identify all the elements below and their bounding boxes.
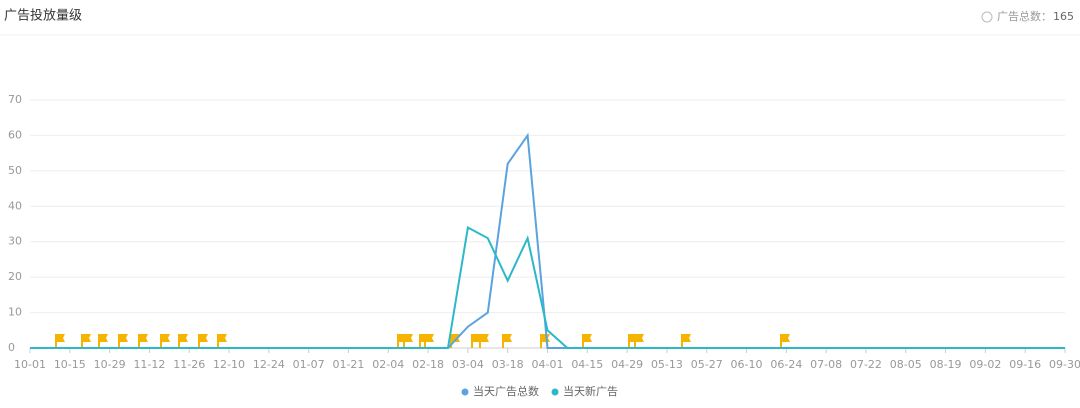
x-tick-label: 08-05 xyxy=(890,358,922,371)
x-tick-label: 05-27 xyxy=(691,358,723,371)
legend-marker xyxy=(551,388,559,396)
x-tick-label: 01-21 xyxy=(332,358,364,371)
y-tick-label: 70 xyxy=(8,93,22,106)
event-flag xyxy=(403,334,413,348)
x-tick-label: 09-16 xyxy=(1009,358,1041,371)
event-flag xyxy=(55,334,65,348)
event-flag xyxy=(471,334,481,348)
event-flag xyxy=(424,334,434,348)
event-flag xyxy=(138,334,148,348)
y-tick-label: 30 xyxy=(8,235,22,248)
x-tick-label: 10-01 xyxy=(14,358,46,371)
x-tick-label: 09-30 xyxy=(1049,358,1080,371)
y-tick-label: 60 xyxy=(8,128,22,141)
x-tick-label: 04-15 xyxy=(571,358,603,371)
x-tick-label: 11-12 xyxy=(133,358,165,371)
legend-label: 当天广告总数 xyxy=(473,384,539,398)
help-icon[interactable] xyxy=(981,11,993,23)
x-tick-label: 06-24 xyxy=(770,358,802,371)
x-tick-label: 07-08 xyxy=(810,358,842,371)
y-tick-label: 40 xyxy=(8,199,22,212)
x-tick-label: 02-04 xyxy=(372,358,404,371)
x-tick-label: 05-13 xyxy=(651,358,683,371)
x-tick-label: 12-24 xyxy=(253,358,285,371)
event-flag xyxy=(479,334,489,348)
x-tick-label: 07-22 xyxy=(850,358,882,371)
event-flag xyxy=(502,334,512,348)
x-tick-label: 04-29 xyxy=(611,358,643,371)
x-tick-label: 09-02 xyxy=(969,358,1001,371)
legend-label: 当天新广告 xyxy=(563,384,618,398)
series-line xyxy=(30,226,1065,349)
y-tick-label: 0 xyxy=(8,341,15,354)
title: 广告投放量级 xyxy=(4,8,82,24)
event-flag xyxy=(198,334,208,348)
x-tick-label: 10-29 xyxy=(94,358,126,371)
x-tick-label: 08-19 xyxy=(930,358,962,371)
y-tick-label: 10 xyxy=(8,306,22,319)
x-tick-label: 03-04 xyxy=(452,358,484,371)
event-flag xyxy=(634,334,644,348)
total-value: 165 xyxy=(1053,10,1074,23)
legend-marker xyxy=(461,388,469,396)
event-flag xyxy=(118,334,128,348)
event-flag xyxy=(178,334,188,348)
event-flag xyxy=(81,334,91,348)
x-tick-label: 06-10 xyxy=(731,358,763,371)
event-flag xyxy=(780,334,790,348)
x-tick-label: 12-10 xyxy=(213,358,245,371)
event-flag xyxy=(217,334,227,348)
x-tick-label: 11-26 xyxy=(173,358,205,371)
event-flag xyxy=(98,334,108,348)
y-tick-label: 20 xyxy=(8,270,22,283)
total-label: 广告总数： xyxy=(997,9,1052,23)
x-tick-label: 02-18 xyxy=(412,358,444,371)
x-tick-label: 01-07 xyxy=(293,358,325,371)
event-flag xyxy=(540,334,550,348)
x-tick-label: 04-01 xyxy=(532,358,564,371)
y-tick-label: 50 xyxy=(8,164,22,177)
event-flag xyxy=(582,334,592,348)
event-flag xyxy=(160,334,170,348)
x-tick-label: 03-18 xyxy=(492,358,524,371)
event-flag xyxy=(681,334,691,348)
x-tick-label: 10-15 xyxy=(54,358,86,371)
